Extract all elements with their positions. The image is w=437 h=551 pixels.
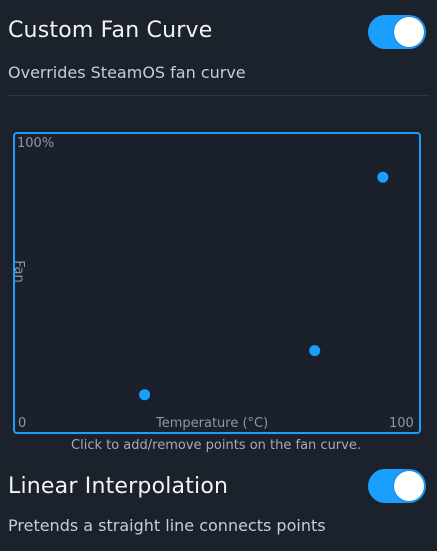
divider xyxy=(8,95,430,96)
x-min-label: 0 xyxy=(18,416,27,431)
toggle-knob xyxy=(394,17,424,47)
fan-curve-chart[interactable]: 100% Fan 0 Temperature (°C) 100 xyxy=(10,132,421,434)
linear-interpolation-toggle[interactable] xyxy=(368,469,426,503)
linear-interpolation-description: Pretends a straight line connects points xyxy=(8,516,326,535)
fan-curve-hint: Click to add/remove points on the fan cu… xyxy=(71,438,361,453)
toggle-knob xyxy=(394,471,424,501)
fan-curve-point-2[interactable] xyxy=(309,345,321,357)
fan-curve-plot xyxy=(139,171,389,401)
custom-fan-curve-title: Custom Fan Curve xyxy=(8,18,213,43)
fan-curve-point-1[interactable] xyxy=(139,389,151,401)
linear-interpolation-title: Linear Interpolation xyxy=(8,474,229,499)
custom-fan-curve-toggle[interactable] xyxy=(368,15,426,49)
x-max-label: 100 xyxy=(389,416,414,431)
y-max-label: 100% xyxy=(17,136,55,151)
custom-fan-curve-description: Overrides SteamOS fan curve xyxy=(8,63,246,82)
y-axis-label: Fan xyxy=(10,260,26,283)
fan-curve-point-3[interactable] xyxy=(377,171,389,183)
x-axis-label: Temperature (°C) xyxy=(156,416,269,431)
